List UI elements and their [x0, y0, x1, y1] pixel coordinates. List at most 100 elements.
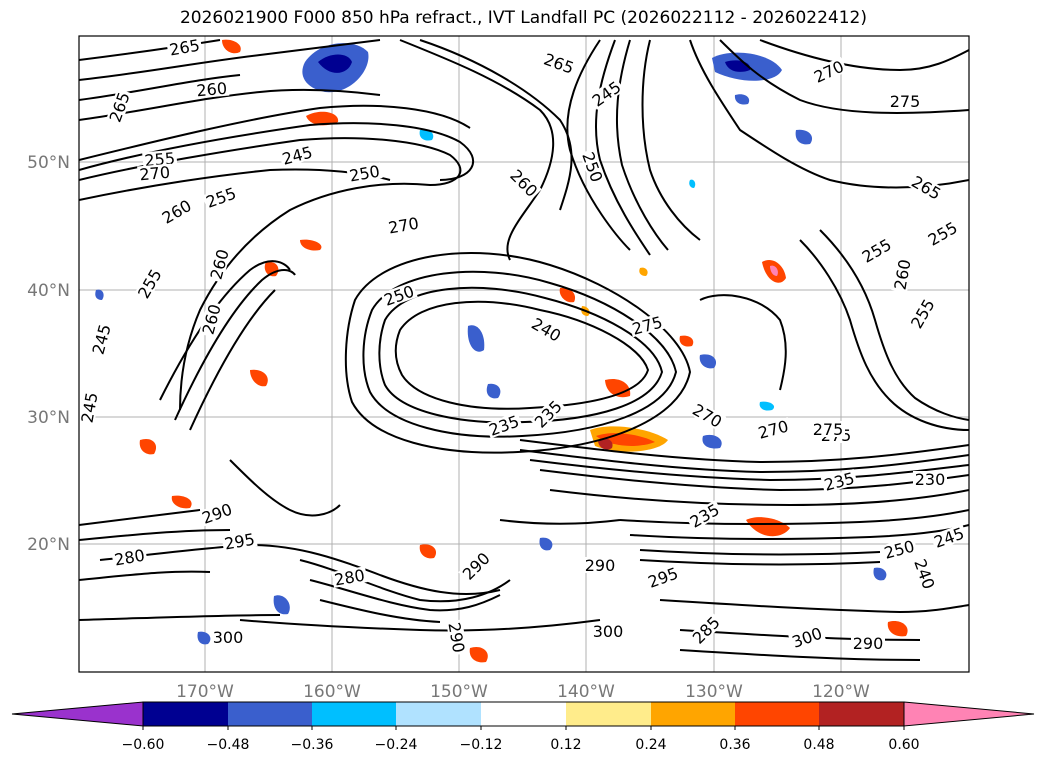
- lon-tick-label: 130°W: [685, 682, 743, 702]
- contour-label-bg: [587, 77, 625, 110]
- contour-label-bg: [133, 264, 165, 303]
- contour-label-bg: [506, 165, 542, 201]
- contour-label-bg: [688, 399, 727, 431]
- contour-label-bg: [820, 468, 858, 494]
- contour-label-bg: [811, 421, 845, 437]
- lon-tick-label: 120°W: [812, 682, 870, 702]
- colorbar-swatch: [566, 702, 651, 726]
- contour-label-bg: [166, 36, 203, 58]
- lon-axis-labels: 170°W 160°W 150°W 140°W 130°W 120°W: [176, 682, 870, 702]
- colorbar-outline: [142, 701, 905, 727]
- lat-tick-label: 50°N: [27, 153, 70, 173]
- contour-label-bg: [685, 499, 724, 531]
- contour-label-bg: [930, 523, 968, 551]
- contour-label-bg: [278, 142, 316, 168]
- contour-label-bg: [198, 499, 236, 527]
- contour-label-bg: [579, 148, 607, 186]
- colorbar-swatch: [481, 702, 566, 726]
- contour-label: 245: [78, 391, 102, 424]
- map-title: 2026021900 F000 850 hPa refract., IVT La…: [179, 8, 867, 28]
- contour-label: 290: [585, 556, 616, 575]
- lon-tick-label: 170°W: [176, 682, 234, 702]
- contour-label-bg: [891, 256, 913, 293]
- contour-label-bg: [913, 471, 947, 487]
- contour-label-bg: [88, 320, 114, 358]
- lat-tick-label: 40°N: [27, 281, 70, 301]
- contour-label-bg: [888, 93, 922, 109]
- contour-label-bg: [644, 563, 682, 591]
- contour-label-bg: [380, 281, 418, 309]
- contour-label-bg: [907, 171, 946, 203]
- contour-label-bg: [385, 214, 422, 236]
- map-frame: [78, 35, 970, 673]
- colorbar-tick-label: −0.24: [375, 737, 418, 753]
- contour-label-bg: [111, 546, 148, 568]
- colorbar-tick-label: 0.36: [719, 737, 750, 753]
- lon-tick-label: 140°W: [557, 682, 615, 702]
- colorbar-extend-left: [11, 701, 144, 727]
- contour-label-bg: [458, 548, 494, 584]
- colorbar-tick-label: −0.60: [122, 737, 165, 753]
- contour-label: 275: [890, 92, 921, 111]
- lat-axis-labels: 50°N 40°N 30°N 20°N: [27, 153, 70, 555]
- contour-label-bg: [911, 555, 939, 593]
- contour-label-bg: [105, 88, 133, 126]
- contour-label-bg: [857, 234, 896, 266]
- contour-label-bg: [923, 217, 962, 249]
- colorbar-swatch: [735, 702, 819, 726]
- colorbar-tick-label: 0.12: [550, 737, 581, 753]
- contour-label-bg: [628, 312, 666, 338]
- contour-label-bg: [754, 416, 792, 442]
- lon-tick-label: 150°W: [430, 682, 488, 702]
- contour-label-bg: [527, 313, 566, 345]
- lat-tick-label: 20°N: [27, 535, 70, 555]
- contour-label-bg: [206, 245, 232, 283]
- colorbar-tick-label: 0.48: [803, 737, 834, 753]
- contour-label: 260: [196, 79, 228, 101]
- contour-label: 265: [168, 36, 201, 60]
- colorbar-swatch: [396, 702, 481, 726]
- contour-label-bg: [211, 629, 245, 645]
- lat-tick-label: 30°N: [27, 408, 70, 428]
- colorbar-swatch: [819, 702, 904, 726]
- contour-label-bg: [880, 536, 918, 562]
- colorbar-tick-label: 0.60: [888, 737, 919, 753]
- map-background: [79, 36, 969, 672]
- contour-label-bg: [485, 411, 523, 439]
- colorbar-extend-right: [903, 701, 1035, 727]
- contour-label-bg: [198, 300, 224, 338]
- contour-label: 230: [915, 470, 946, 489]
- contour-label-bg: [688, 612, 724, 648]
- contour-label-bg: [583, 557, 617, 573]
- contour-label-bg: [221, 530, 258, 552]
- colorbar-tick-label: −0.36: [291, 737, 334, 753]
- contour-label: 270: [139, 163, 171, 185]
- colorbar-tick-label: −0.48: [207, 737, 250, 753]
- colorbar-swatch: [228, 702, 312, 726]
- colorbar-tick-label: 0.24: [635, 737, 666, 753]
- contour-label-bg: [331, 566, 368, 588]
- contour-label-bg: [591, 623, 625, 639]
- lon-tick-label: 160°W: [303, 682, 361, 702]
- contour-label-bg: [346, 162, 383, 184]
- colorbar-swatch: [143, 702, 228, 726]
- colorbar-swatch: [312, 702, 396, 726]
- contour-label: 275: [813, 420, 844, 439]
- contour-label: 300: [213, 628, 244, 647]
- contour-label-bg: [137, 163, 173, 183]
- contour-label-bg: [851, 635, 885, 651]
- contour-label-bg: [809, 56, 848, 86]
- contour-label-bg: [79, 389, 100, 426]
- contour-label-bg: [194, 79, 230, 99]
- contour-label-bg: [540, 49, 578, 77]
- contour-label-bg: [142, 149, 178, 169]
- colorbar-swatch: [651, 702, 735, 726]
- contour-label-bg: [906, 294, 938, 333]
- contour-label-bg: [157, 195, 196, 227]
- colorbar-tick-label: −0.12: [460, 737, 503, 753]
- contour-label-bg: [530, 396, 566, 432]
- contour-label: 290: [853, 634, 884, 653]
- contour-label-bg: [202, 183, 240, 211]
